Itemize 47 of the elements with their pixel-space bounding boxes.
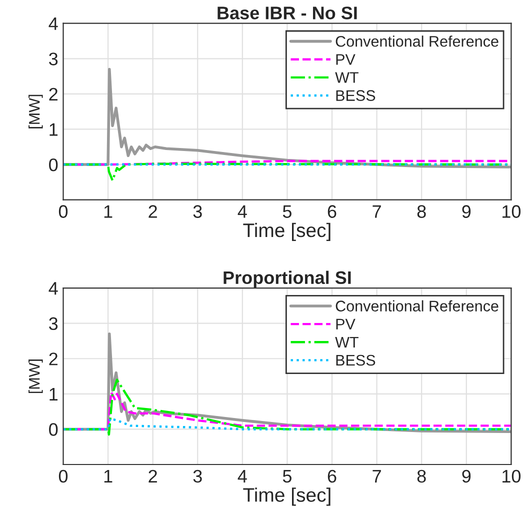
y-tick-label: 0 <box>49 423 58 436</box>
legend-label: PV <box>336 318 356 330</box>
y-tick-label: 2 <box>49 352 58 366</box>
x-tick-label: 6 <box>328 205 336 218</box>
x-tick-label: 3 <box>193 470 202 483</box>
x-tick-label: 10 <box>502 205 521 218</box>
legend-label: WT <box>335 72 358 83</box>
y-tick-label: 1 <box>50 388 58 400</box>
x-tick-label: 2 <box>148 470 157 482</box>
y-tick-label: 0 <box>49 158 58 172</box>
legend-label: Conventional Reference <box>336 36 498 47</box>
y-tick-label: 4 <box>48 17 58 30</box>
legend-label: BESS <box>336 354 376 366</box>
y-tick-label: 3 <box>49 52 58 66</box>
x-tick-label: 7 <box>372 470 381 482</box>
x-tick-label: 8 <box>417 470 426 483</box>
legend-label: Conventional Reference <box>336 300 498 312</box>
x-tick-label: 7 <box>372 205 381 218</box>
y-tick-label: 1 <box>50 123 58 136</box>
x-tick-label: 9 <box>462 205 471 218</box>
y-axis-title: [MW] <box>28 360 43 394</box>
x-tick-label: 1 <box>104 470 112 482</box>
legend-label: PV <box>336 54 356 65</box>
x-tick-label: 10 <box>502 470 521 483</box>
chart-title: Proportional SI <box>224 270 351 288</box>
x-axis-title: Time [sec] <box>243 222 330 242</box>
x-tick-label: 1 <box>104 205 112 218</box>
x-tick-label: 2 <box>148 205 157 218</box>
legend-label: BESS <box>336 90 376 101</box>
x-axis-title: Time [sec] <box>243 488 330 506</box>
x-tick-label: 4 <box>238 470 247 482</box>
x-tick-label: 0 <box>58 470 68 483</box>
x-tick-label: 4 <box>238 205 247 218</box>
x-tick-label: 0 <box>58 205 68 218</box>
x-tick-label: 9 <box>462 470 471 483</box>
x-tick-label: 3 <box>193 205 202 218</box>
x-tick-label: 8 <box>417 205 426 218</box>
x-tick-label: 5 <box>282 205 292 218</box>
y-tick-label: 3 <box>49 317 58 330</box>
x-tick-label: 5 <box>282 470 292 483</box>
x-tick-label: 6 <box>328 470 336 483</box>
legend-label: WT <box>335 336 358 348</box>
y-tick-label: 4 <box>48 282 58 295</box>
chart-title: Base IBR - No SI <box>218 6 357 20</box>
line-series <box>63 418 512 430</box>
y-axis-title: [MW] <box>28 94 43 128</box>
y-tick-label: 2 <box>49 88 58 100</box>
